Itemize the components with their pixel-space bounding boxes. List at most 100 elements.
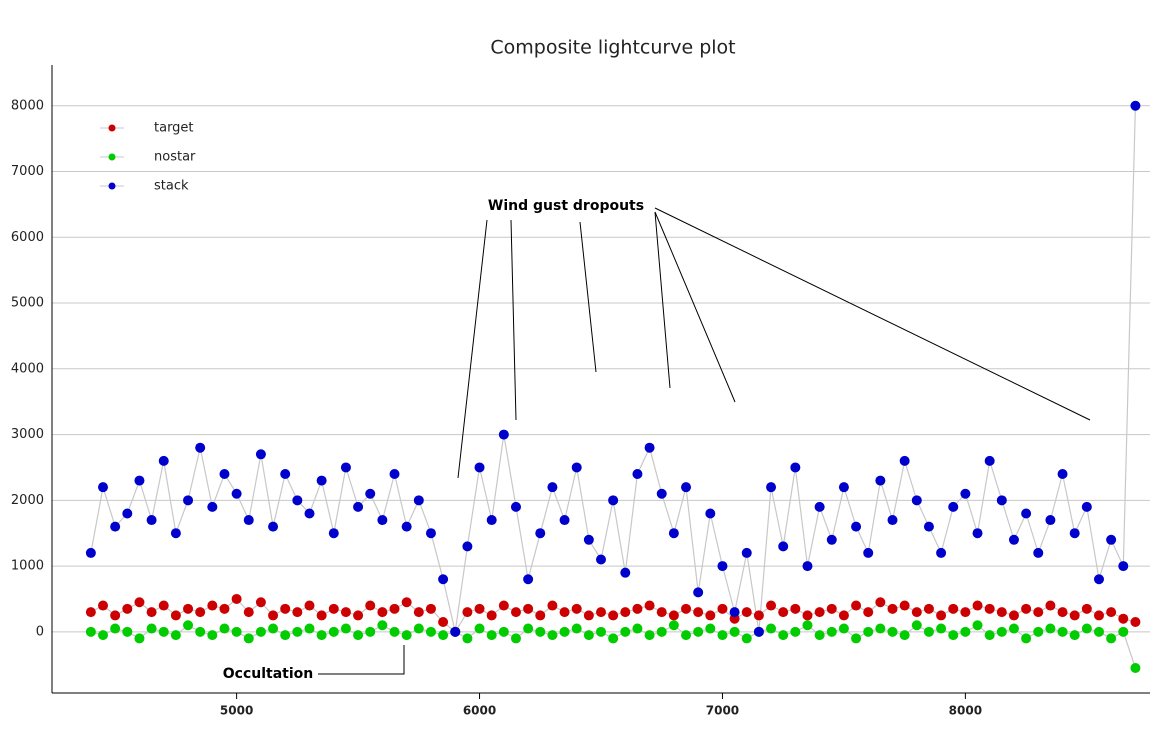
- annotation: Wind gust dropouts: [488, 198, 644, 214]
- data-point: [656, 626, 667, 637]
- data-point: [1033, 607, 1044, 618]
- data-point: [292, 495, 303, 506]
- data-point: [790, 603, 801, 614]
- data-point: [280, 603, 291, 614]
- data-point: [984, 630, 995, 641]
- data-point: [146, 515, 157, 526]
- data-point: [802, 620, 813, 631]
- data-point: [948, 603, 959, 614]
- data-point: [170, 528, 181, 539]
- data-point: [413, 495, 424, 506]
- data-point: [462, 541, 473, 552]
- data-point: [134, 475, 145, 486]
- data-point: [340, 623, 351, 634]
- data-point: [656, 488, 667, 499]
- data-point: [1045, 623, 1056, 634]
- data-point: [814, 607, 825, 618]
- data-point: [838, 610, 849, 621]
- data-point: [899, 630, 910, 641]
- data-point: [268, 610, 279, 621]
- data-point: [887, 626, 898, 637]
- data-point: [851, 633, 862, 644]
- data-point: [596, 626, 606, 637]
- data-point: [316, 475, 327, 486]
- data-point: [668, 528, 679, 539]
- data-point: [389, 469, 400, 480]
- data-point: [656, 607, 667, 618]
- y-tick-label: 3000: [11, 427, 44, 442]
- data-point: [1130, 100, 1141, 111]
- data-point: [547, 482, 558, 493]
- data-point: [681, 482, 692, 493]
- data-point: [778, 607, 789, 618]
- data-point: [644, 630, 655, 641]
- data-point: [498, 626, 509, 637]
- data-point: [268, 623, 279, 634]
- data-point: [1057, 607, 1068, 618]
- data-point: [523, 574, 534, 585]
- data-point: [498, 429, 509, 440]
- data-point: [1081, 603, 1092, 614]
- data-point: [1093, 574, 1104, 585]
- data-point: [620, 567, 631, 578]
- data-point: [705, 623, 716, 634]
- data-point: [766, 600, 777, 611]
- data-point: [1081, 501, 1092, 512]
- x-tick-label xt: 5000: [220, 704, 253, 718]
- data-point: [438, 616, 449, 627]
- data-point: [134, 597, 145, 608]
- data-point: [413, 623, 424, 634]
- data-point: [826, 626, 837, 637]
- data-point: [875, 623, 886, 634]
- data-point: [632, 603, 643, 614]
- data-point: [158, 455, 169, 466]
- data-point: [389, 603, 400, 614]
- data-point: [984, 455, 995, 466]
- data-point: [268, 521, 279, 532]
- data-point: [583, 630, 594, 641]
- data-point: [231, 626, 242, 637]
- data-point: [887, 515, 898, 526]
- data-point: [304, 623, 315, 634]
- x-tick-label xt: 7000: [706, 704, 739, 718]
- data-point: [243, 515, 254, 526]
- data-point: [996, 607, 1007, 618]
- data-point: [353, 630, 364, 641]
- data-point: [122, 626, 133, 637]
- data-point: [693, 626, 704, 637]
- data-point: [1106, 534, 1117, 545]
- data-point: [377, 515, 388, 526]
- data-point: [1057, 469, 1068, 480]
- data-point: [753, 610, 764, 621]
- data-point: [814, 501, 825, 512]
- data-point: [899, 600, 910, 611]
- data-point: [681, 603, 692, 614]
- data-point: [170, 630, 181, 641]
- data-point: [243, 607, 254, 618]
- data-point: [1045, 600, 1056, 611]
- data-point: [304, 600, 315, 611]
- data-point: [365, 626, 376, 637]
- data-point: [644, 442, 655, 453]
- data-point: [510, 633, 521, 644]
- data-point: [608, 633, 619, 644]
- data-point: [255, 597, 266, 608]
- data-point: [996, 626, 1007, 637]
- data-point: [316, 610, 327, 621]
- data-point: [365, 488, 376, 499]
- data-point: [183, 495, 194, 506]
- data-point: [1118, 626, 1129, 637]
- legend-label: nostar: [154, 150, 196, 165]
- y-tick-label: 2000: [11, 493, 44, 508]
- data-point: [838, 482, 849, 493]
- data-point: [790, 626, 801, 637]
- data-point: [85, 626, 96, 637]
- data-point: [960, 607, 971, 618]
- data-point: [425, 603, 436, 614]
- legend-marker: [108, 153, 116, 161]
- data-point: [243, 633, 254, 644]
- data-point: [741, 633, 752, 644]
- data-point: [535, 610, 546, 621]
- data-point: [401, 521, 412, 532]
- data-point: [1106, 633, 1117, 644]
